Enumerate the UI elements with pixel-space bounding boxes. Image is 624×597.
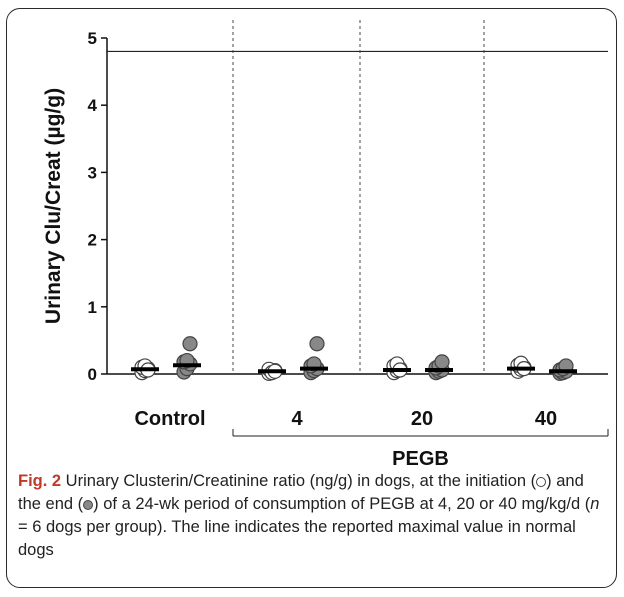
y-tick-label: 0 bbox=[88, 365, 97, 384]
filled-data-point bbox=[434, 354, 450, 370]
figure-label: Fig. 2 bbox=[18, 472, 62, 490]
filled-circle-legend-icon bbox=[83, 500, 94, 510]
y-tick-label: 2 bbox=[88, 231, 97, 250]
y-tick-label: 5 bbox=[88, 29, 97, 48]
y-tick-label: 1 bbox=[88, 298, 97, 317]
caption-n-italic: n bbox=[590, 495, 600, 513]
caption-text-1: Urinary Clusterin/Creatinine ratio (ng/g… bbox=[61, 472, 537, 490]
caption-text-4: = 6 dogs per group). The line indicates … bbox=[18, 518, 576, 559]
chart: 0 1 2 3 4 5 Urinary Clu/Creat (µg/g) Control 4 20… bbox=[42, 20, 609, 470]
x-category-label: 20 bbox=[411, 408, 433, 430]
x-category-label: Control bbox=[134, 408, 205, 430]
y-tick-label: 4 bbox=[88, 96, 98, 115]
figure-caption: Fig. 2 Urinary Clusterin/Creatinine rati… bbox=[18, 470, 610, 562]
figure-frame bbox=[6, 8, 617, 588]
filled-data-point bbox=[309, 336, 325, 352]
caption-text-3: ) of a 24-wk period of consumption of PE… bbox=[93, 495, 591, 513]
filled-data-point bbox=[182, 336, 198, 352]
open-circle-legend-icon bbox=[536, 477, 547, 487]
x-category-label: 4 bbox=[291, 408, 303, 430]
y-tick-label: 3 bbox=[88, 163, 97, 182]
x-category-label: 40 bbox=[535, 408, 557, 430]
caption-text-2: ) and the end ( bbox=[18, 472, 584, 513]
group-label-pegb: PEGB bbox=[392, 448, 449, 470]
y-axis-title: Urinary Clu/Creat (µg/g) bbox=[42, 88, 65, 324]
